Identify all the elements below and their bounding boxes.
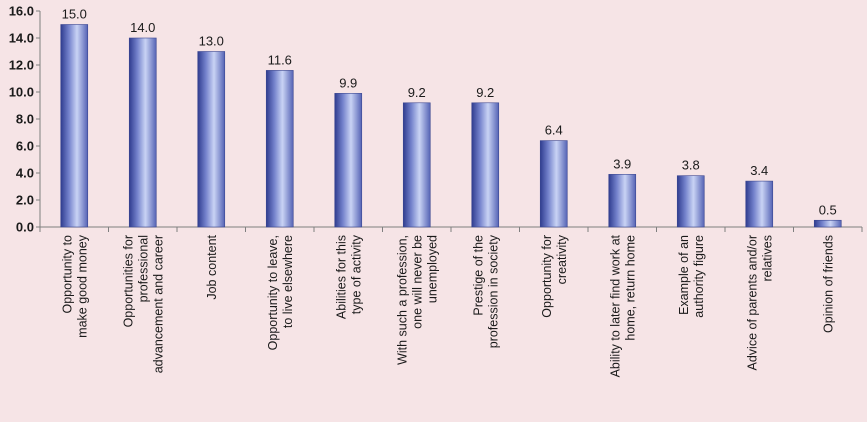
bar	[813, 219, 842, 228]
x-tick-label: Abilities for thistype of activity	[334, 234, 363, 319]
bar	[471, 102, 500, 228]
data-label: 14.0	[130, 20, 155, 35]
data-label: 9.9	[339, 75, 357, 90]
y-tick-label: 10.0	[9, 85, 34, 100]
x-tick-label: Advice of parents and/orrelatives	[745, 235, 774, 371]
x-tick-label: Example of anauthority figure	[677, 235, 706, 318]
bar	[402, 102, 431, 228]
x-tick-label: Opportunity forcreativity	[540, 234, 569, 317]
data-label: 3.8	[682, 158, 700, 173]
data-label: 15.0	[62, 7, 87, 22]
bar	[265, 70, 294, 228]
y-tick-label: 12.0	[9, 58, 34, 73]
y-tick-label: 0.0	[16, 220, 34, 235]
data-label: 3.4	[750, 163, 768, 178]
y-tick-label: 6.0	[16, 139, 34, 154]
bar	[608, 174, 637, 228]
y-tick-label: 8.0	[16, 112, 34, 127]
x-tick-label: Opportunity tomake good money	[60, 234, 89, 338]
data-label: 6.4	[545, 123, 563, 138]
x-tick-label: With such a profession,one will never be…	[395, 235, 439, 365]
bar	[197, 51, 226, 228]
y-tick-label: 2.0	[16, 193, 34, 208]
axes: 0.0 2.0 4.0 6.0 8.0 10.0 12.0 14.0 16.0	[9, 4, 863, 235]
x-tick-labels: Opportunity tomake good money Opportuniti…	[60, 234, 835, 377]
bars	[60, 24, 842, 228]
data-label: 9.2	[408, 85, 426, 100]
x-tick-label: Job content	[205, 234, 219, 299]
data-labels: 15.0 14.0 13.0 11.6 9.9 9.2 9.2 6.4 3.9 3.8 3.4 0.5	[62, 7, 837, 218]
y-tick-label: 4.0	[16, 166, 34, 181]
bar	[676, 175, 705, 228]
x-tick-label: Prestige of theprofession in society	[471, 234, 500, 348]
data-label: 3.9	[613, 156, 631, 171]
x-tick-label: Ability to later find work athome, retur…	[608, 234, 637, 377]
x-tick-label: Opportunities forprofessionaladvancement…	[121, 235, 165, 373]
x-tick-label: Opportunity to leave,to live elsewhere	[266, 235, 295, 350]
x-tick-label: Opinion of friends	[821, 235, 835, 333]
bar	[128, 37, 157, 228]
bar	[60, 24, 89, 228]
y-tick-label: 14.0	[9, 31, 34, 46]
data-label: 11.6	[268, 52, 292, 67]
data-label: 13.0	[199, 34, 224, 49]
data-label: 0.5	[819, 202, 837, 217]
bar	[539, 140, 568, 228]
bar	[745, 180, 774, 228]
data-label: 9.2	[476, 85, 494, 100]
y-tick-label: 16.0	[9, 4, 34, 19]
bar	[334, 93, 363, 228]
